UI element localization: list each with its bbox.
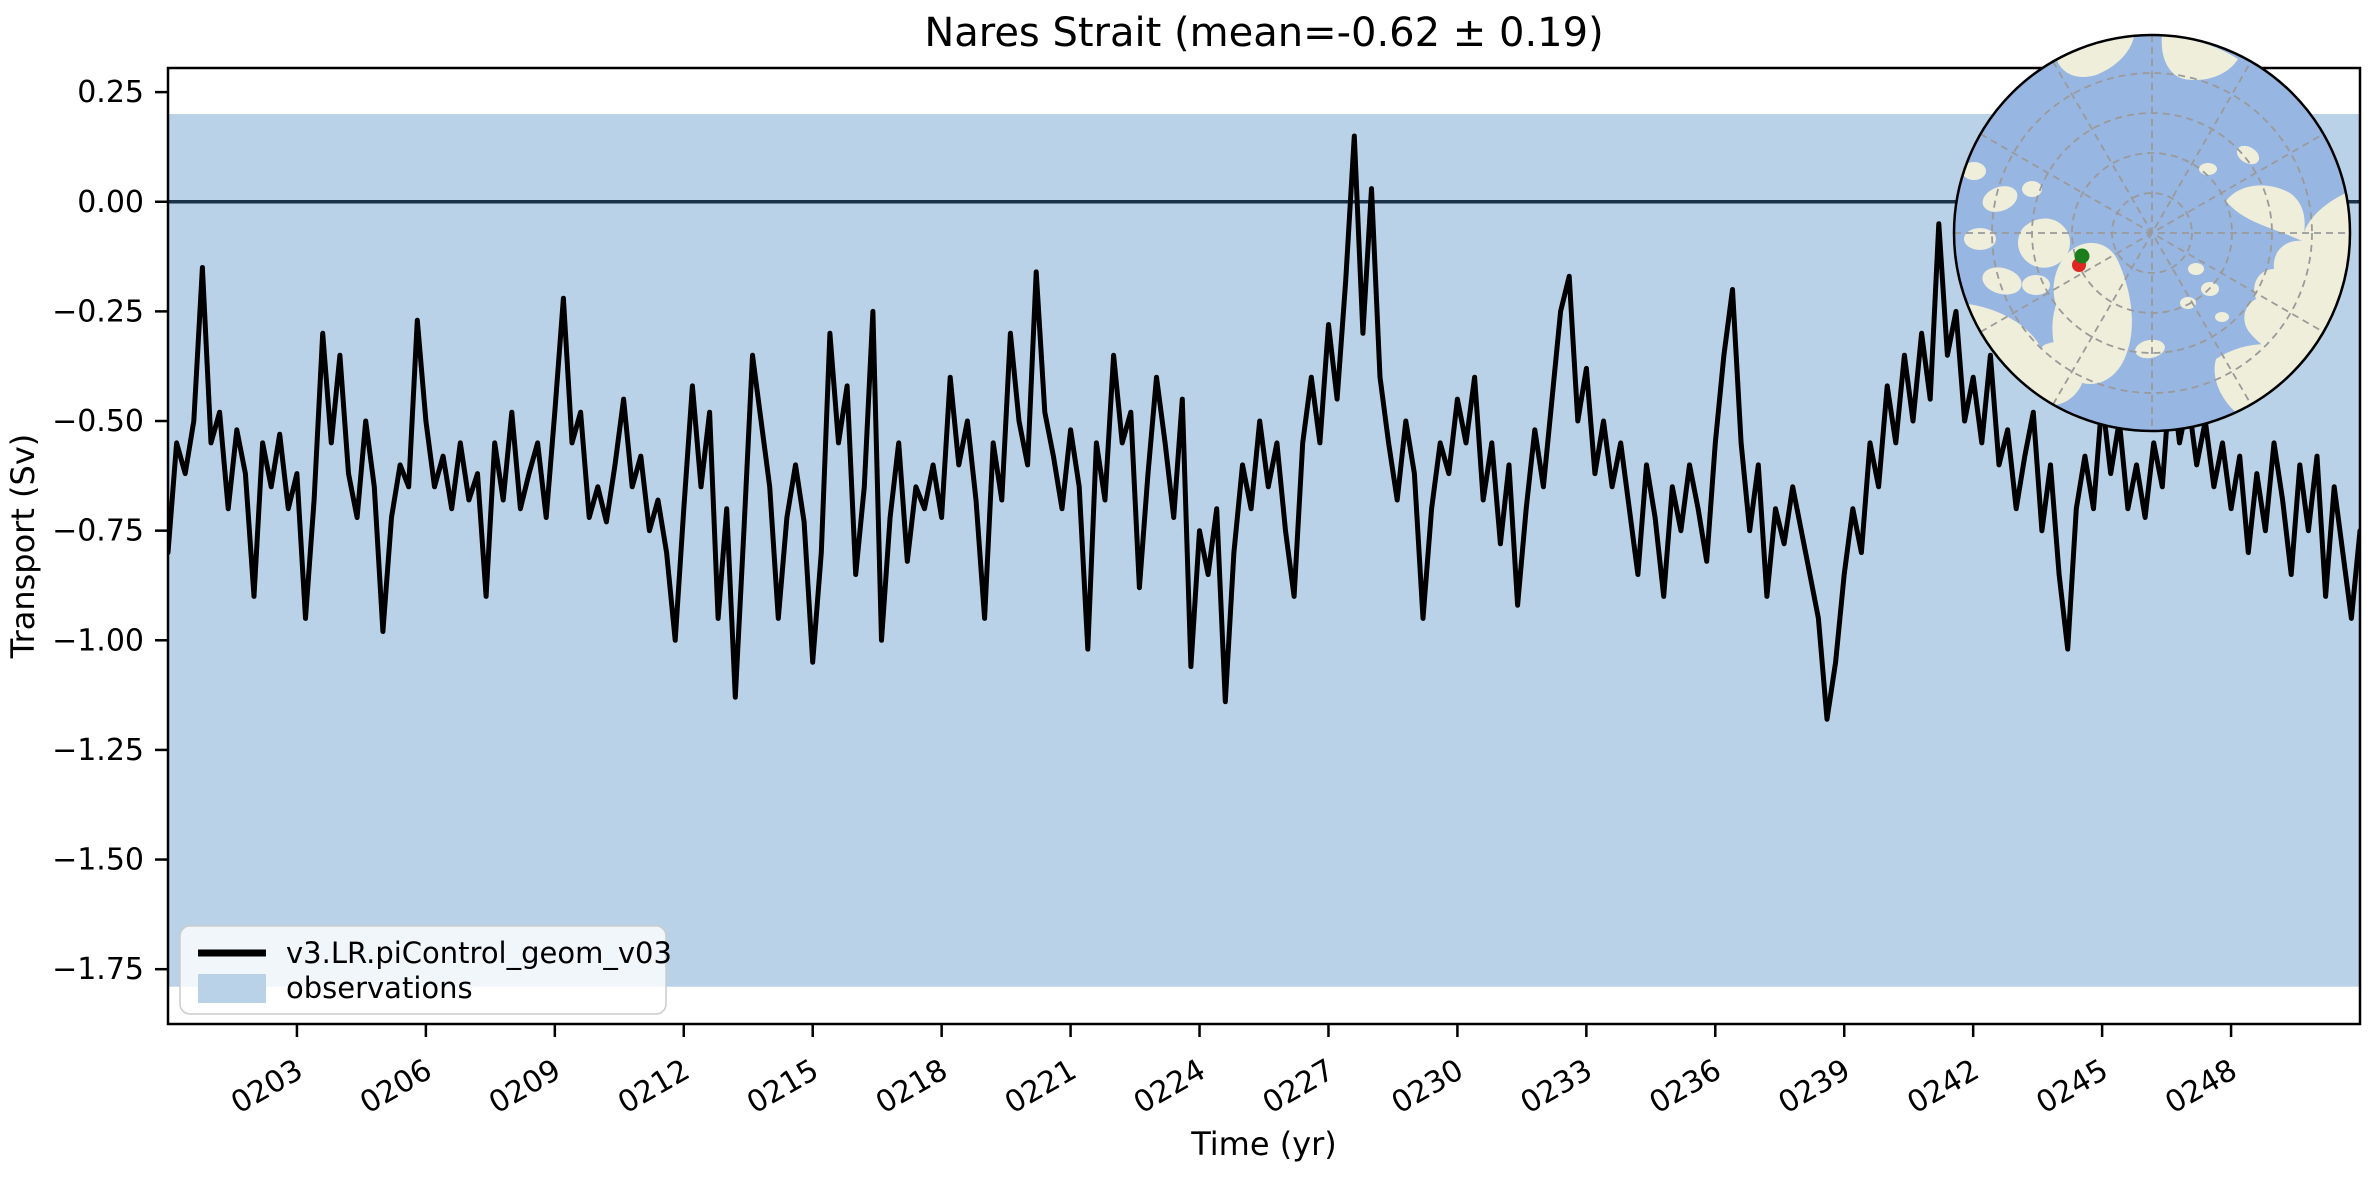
- land-alaska: [2056, 37, 2134, 77]
- y-tick-label: −0.75: [52, 514, 144, 549]
- inset-map: [1952, 33, 2352, 433]
- land-taymyr: [2226, 185, 2305, 241]
- land-franz-josef: [2215, 312, 2229, 322]
- series-line: [168, 133, 2360, 722]
- land-arctic-island: [2022, 275, 2050, 295]
- land-siberian-island: [2236, 145, 2260, 165]
- y-axis-label: Transport (Sv): [4, 434, 42, 660]
- map-border: [1952, 33, 2352, 433]
- legend-entry-model: v3.LR.piControl_geom_v03: [286, 936, 672, 970]
- x-axis-label: Time (yr): [1190, 1125, 1337, 1163]
- land-arctic-island: [2022, 181, 2042, 197]
- land-ellesmere: [2018, 218, 2070, 268]
- land-arctic-island: [1982, 267, 2022, 295]
- legend-entry-observations: observations: [286, 971, 473, 1005]
- land-baffin: [2033, 341, 2085, 406]
- land-arctic-island: [1982, 186, 2018, 212]
- chart-title: Nares Strait (mean=-0.62 ± 0.19): [924, 10, 1603, 56]
- y-tick-label: −0.50: [52, 404, 144, 439]
- legend-box: [179, 925, 667, 1015]
- legend: v3.LR.piControl_geom_v03 observations: [179, 925, 672, 1015]
- y-tick-label: −0.25: [52, 294, 144, 329]
- meridian-line: [2052, 61, 2252, 405]
- y-tick-label: −1.75: [52, 952, 144, 987]
- y-tick-label: −1.00: [52, 623, 144, 658]
- land-siberian-island: [2199, 163, 2217, 175]
- y-axis-ticks: 0.25 0.00 −0.25 −0.50 −0.75 −1.00 −1.25 −1.50 −1…: [52, 75, 168, 987]
- parallel-circle: [1991, 72, 2313, 394]
- y-tick-label: 0.00: [77, 185, 144, 220]
- legend-patch-swatch: [198, 974, 266, 1003]
- land-svalbard: [2188, 263, 2204, 275]
- land-chukotka: [2161, 35, 2238, 81]
- land-arctic-island: [1962, 162, 1986, 180]
- plot-frame: [166, 66, 2362, 1026]
- y-tick-label: −1.50: [52, 843, 144, 878]
- land-franz-josef: [2180, 297, 2196, 309]
- strait-marker-green: [2074, 248, 2090, 264]
- y-tick-label: −1.25: [52, 733, 144, 768]
- map-graticule: [1954, 35, 2350, 431]
- y-tick-label: 0.25: [77, 75, 144, 110]
